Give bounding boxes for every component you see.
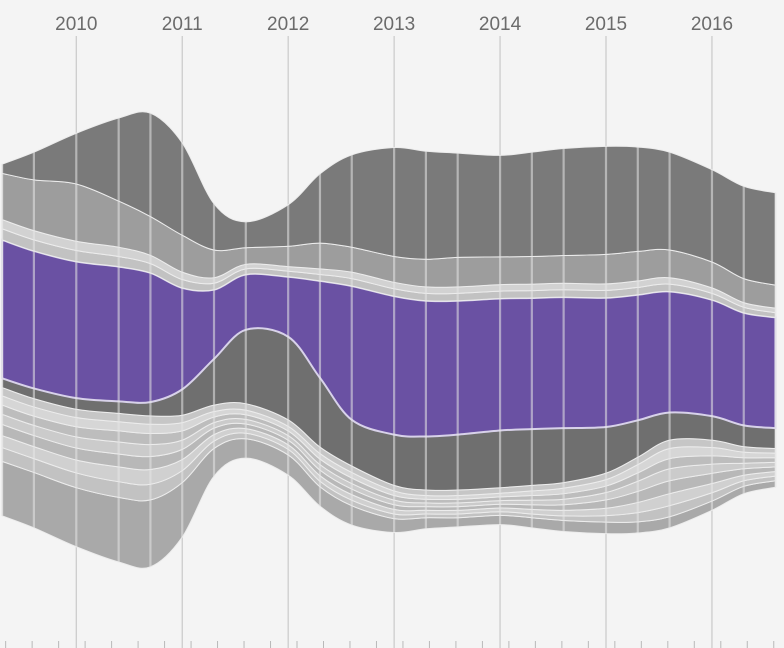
year-label-2010: 2010 [55, 14, 97, 35]
year-label-2013: 2013 [373, 14, 415, 35]
year-label-2014: 2014 [479, 14, 522, 35]
year-label-2012: 2012 [267, 14, 309, 35]
year-label-2011: 2011 [162, 14, 203, 35]
bottom-axis-ticks [5, 641, 775, 648]
year-axis-labels: 2010 2011 2012 2013 2014 2015 2016 [55, 14, 733, 35]
year-label-2016: 2016 [691, 14, 733, 35]
year-label-2015: 2015 [585, 14, 627, 35]
sample-grid-lines [1, 113, 777, 567]
